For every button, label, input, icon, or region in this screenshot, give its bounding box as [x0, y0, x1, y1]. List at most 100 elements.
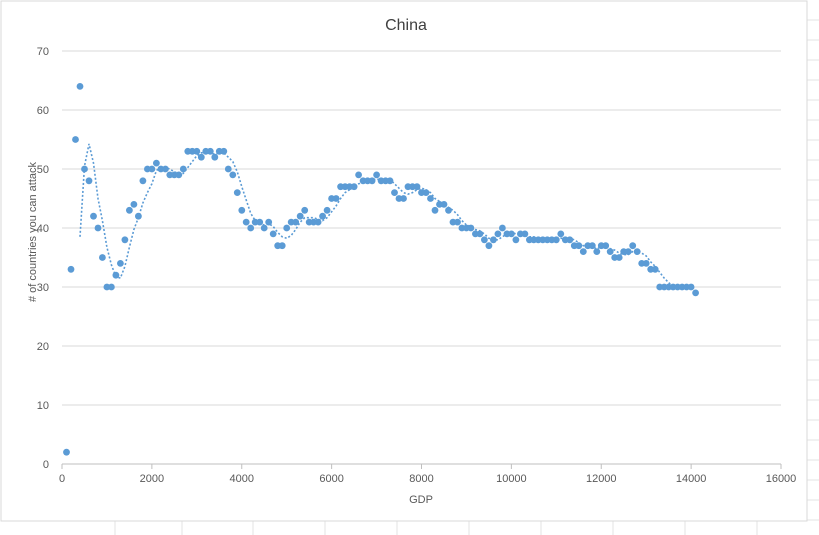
data-point [386, 177, 394, 185]
data-point [72, 136, 79, 143]
data-point [130, 201, 138, 208]
data-point [247, 224, 255, 232]
data-point [278, 242, 286, 250]
data-point [99, 254, 106, 261]
data-point [112, 271, 120, 279]
x-tick-label: 8000 [409, 473, 433, 485]
data-point [476, 230, 484, 238]
y-tick-label: 40 [37, 223, 49, 235]
y-tick-label: 30 [37, 282, 49, 294]
data-points [63, 83, 699, 456]
data-point [76, 83, 84, 90]
data-point [206, 147, 214, 155]
data-point [148, 165, 156, 173]
data-point [90, 212, 97, 220]
y-axis-ticks: 0 10 20 30 40 50 60 70 [37, 46, 49, 471]
data-point [624, 248, 632, 256]
y-tick-label: 0 [43, 459, 49, 471]
data-point [242, 218, 250, 226]
data-point [355, 171, 362, 179]
data-point [301, 206, 309, 214]
data-point [193, 147, 201, 155]
x-tick-label: 0 [59, 473, 65, 485]
data-point [521, 230, 529, 238]
data-point [121, 236, 129, 244]
data-point [467, 224, 475, 232]
data-point [265, 218, 273, 226]
data-point [135, 212, 142, 220]
y-tick-label: 50 [37, 164, 49, 176]
data-point [94, 224, 102, 232]
data-point [454, 218, 461, 226]
x-axis-title[interactable]: GDP [409, 494, 433, 506]
data-point [175, 171, 183, 179]
data-point [615, 254, 623, 261]
data-point [552, 236, 560, 244]
data-point [368, 177, 376, 185]
data-point [633, 248, 641, 256]
x-tick-label: 12000 [586, 473, 617, 485]
x-tick-label: 10000 [496, 473, 527, 485]
data-point [391, 189, 398, 197]
data-point [373, 171, 380, 179]
data-point [575, 242, 583, 250]
data-point [692, 289, 699, 297]
data-point [85, 177, 93, 185]
data-point [602, 242, 610, 250]
data-point [292, 218, 300, 226]
data-point [233, 189, 241, 197]
data-point [332, 195, 340, 202]
y-tick-label: 70 [37, 46, 49, 58]
data-point [508, 230, 515, 238]
data-point [440, 201, 448, 208]
data-point [350, 183, 358, 191]
data-point [139, 177, 147, 185]
chart-area[interactable] [0, 0, 808, 522]
x-tick-label: 6000 [319, 473, 343, 485]
y-tick-label: 10 [37, 400, 49, 412]
data-point [422, 189, 430, 197]
y-tick-label: 20 [37, 341, 49, 353]
data-point [117, 260, 124, 267]
data-point [81, 165, 88, 173]
data-point [211, 153, 219, 161]
data-point [67, 265, 75, 273]
data-point [108, 283, 115, 291]
chart-title[interactable]: China [385, 17, 427, 34]
x-tick-label: 16000 [766, 473, 797, 485]
data-point [642, 260, 650, 267]
data-point [651, 265, 659, 273]
data-point [125, 206, 133, 214]
data-point [494, 230, 502, 238]
data-point [413, 183, 421, 191]
data-point [481, 236, 488, 244]
x-tick-label: 4000 [230, 473, 254, 485]
data-point [606, 248, 614, 256]
data-point [593, 248, 601, 256]
data-point [63, 448, 70, 456]
data-point [296, 212, 304, 220]
data-point [566, 236, 574, 244]
data-point [224, 165, 232, 173]
data-point [319, 212, 326, 220]
data-point [323, 206, 331, 214]
data-point [220, 147, 228, 155]
data-point [269, 230, 277, 238]
x-tick-label: 14000 [676, 473, 707, 485]
data-point [445, 206, 452, 214]
data-point [197, 153, 205, 161]
data-point [588, 242, 596, 250]
data-point [162, 165, 169, 173]
data-point [283, 224, 291, 232]
data-point [229, 171, 237, 179]
data-point [499, 224, 506, 232]
data-point [153, 159, 160, 167]
data-point [427, 195, 434, 202]
spreadsheet-cell-grid [114, 19, 819, 535]
y-axis-title[interactable]: # of countries you can attack [27, 161, 39, 302]
data-point [260, 224, 268, 232]
data-point [400, 195, 407, 202]
x-axis-ticks: 0 2000 4000 6000 8000 10000 12000 14000 16000 [59, 464, 796, 485]
